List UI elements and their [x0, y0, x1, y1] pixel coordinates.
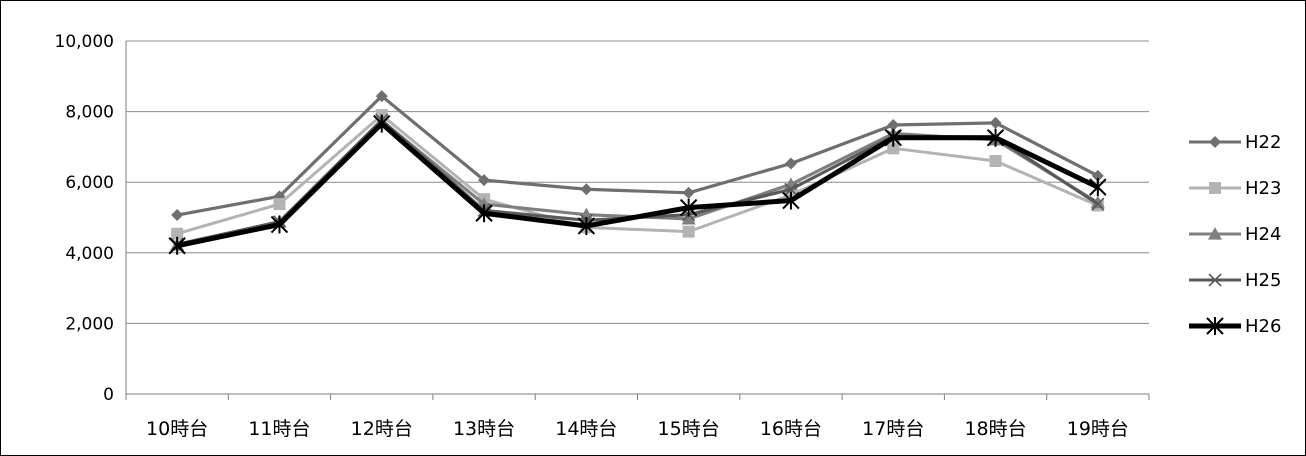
y-tick-label: 8,000: [65, 103, 114, 123]
y-tick-label: 6,000: [65, 173, 114, 193]
x-tick-label: 13時台: [453, 418, 515, 440]
legend-marker: [1209, 136, 1221, 148]
data-point: [1089, 178, 1107, 197]
series-line: [176, 113, 1099, 236]
data-point: [682, 225, 695, 238]
series-h23: [171, 109, 1104, 240]
series-h22: [171, 90, 1104, 222]
data-point: [986, 128, 1005, 147]
legend-label: H23: [1245, 178, 1281, 199]
data-point: [375, 90, 388, 103]
series-line: [176, 121, 1099, 249]
legend-marker: [1206, 317, 1224, 335]
data-point: [989, 155, 1002, 168]
legend-item-h26: H26: [1189, 316, 1281, 337]
series-line: [176, 94, 1099, 217]
x-tick-label: 15時台: [658, 418, 720, 440]
data-point: [989, 116, 1002, 129]
legend-marker: [1209, 182, 1221, 194]
legend-item-h24: H24: [1189, 224, 1281, 245]
data-point: [475, 204, 493, 223]
y-tick-label: 4,000: [65, 244, 114, 264]
data-point: [1091, 197, 1105, 211]
y-tick-label: 0: [103, 385, 114, 405]
data-point: [784, 157, 797, 170]
x-tick-label: 12時台: [351, 418, 413, 440]
series-lines: [168, 90, 1107, 255]
data-point: [577, 216, 596, 235]
x-tick-label: 17時台: [862, 418, 924, 440]
legend-item-h22: H22: [1189, 132, 1281, 153]
data-point: [373, 114, 391, 133]
data-point: [168, 236, 186, 255]
data-point: [1090, 195, 1105, 209]
data-point: [273, 198, 286, 211]
data-point: [1091, 169, 1104, 182]
data-point: [884, 128, 902, 147]
data-point: [270, 215, 289, 234]
axes: [125, 41, 1150, 400]
x-tick-label: 10時台: [146, 418, 208, 440]
data-point: [478, 174, 491, 187]
y-axis-tick-labels: 0 2,000 4,000 6,000 8,000 10,000: [55, 32, 114, 405]
data-point: [887, 119, 900, 132]
data-point: [580, 183, 593, 196]
x-tick-label: 18時台: [964, 418, 1026, 440]
data-point: [682, 186, 695, 199]
x-tick-label: 19時台: [1067, 418, 1129, 440]
legend-item-h25: H25: [1189, 270, 1281, 291]
data-point: [782, 191, 800, 210]
x-tick-label: 14時台: [555, 418, 617, 440]
data-point: [887, 142, 900, 155]
gridlines: [126, 40, 1149, 324]
x-tick-label: 16時台: [760, 418, 822, 440]
legend-marker: [1208, 227, 1222, 240]
legend-label: H26: [1245, 316, 1281, 337]
series-h26: [168, 114, 1107, 255]
legend-marker: [1208, 273, 1222, 287]
legend-item-h23: H23: [1189, 178, 1281, 199]
data-point: [681, 211, 696, 225]
data-point: [171, 227, 184, 240]
y-tick-label: 2,000: [65, 314, 114, 334]
y-tick-label: 10,000: [55, 32, 114, 52]
x-tick-label: 11時台: [248, 418, 310, 440]
data-point: [171, 209, 184, 222]
legend-label: H22: [1245, 132, 1281, 153]
legend-label: H24: [1245, 224, 1281, 245]
legend-label: H25: [1245, 270, 1281, 291]
data-point: [679, 198, 698, 217]
x-axis-tick-labels: 10時台 11時台 12時台 13時台 14時台 15時台 16時台 17時台 18時台 19時台: [146, 418, 1129, 440]
legend: H22 H23 H24 H25 H26: [1189, 132, 1281, 337]
data-point: [784, 182, 798, 196]
